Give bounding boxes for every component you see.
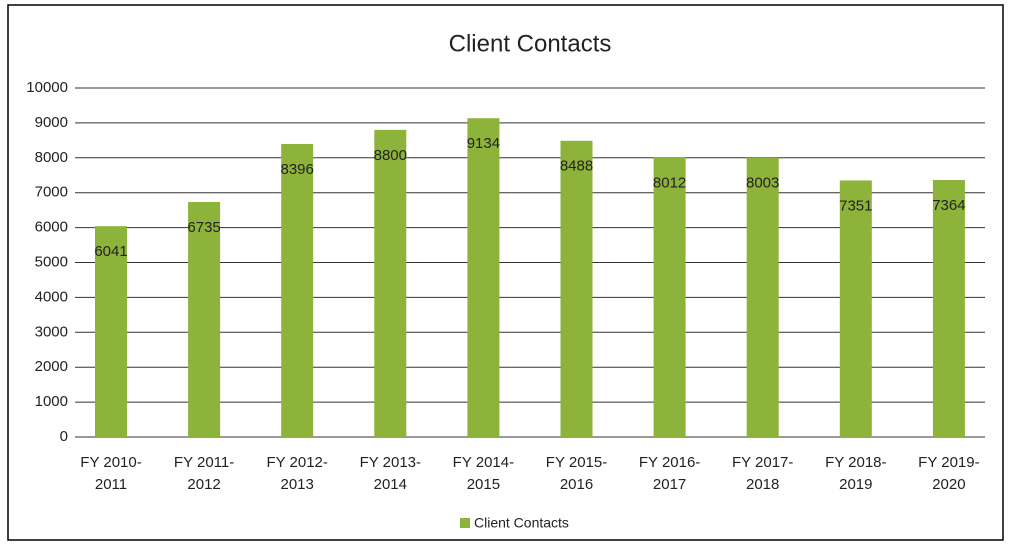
y-tick-label: 4000 xyxy=(35,288,68,305)
data-label: 7364 xyxy=(932,197,965,214)
bar xyxy=(374,129,407,437)
data-label: 8488 xyxy=(560,158,593,175)
chart-border xyxy=(7,4,1004,541)
x-tick-label: FY 2014-2015 xyxy=(452,454,515,493)
bar xyxy=(932,179,965,437)
bar xyxy=(839,180,872,437)
data-label: 6735 xyxy=(187,219,220,236)
x-tick-label: FY 2018-2019 xyxy=(825,454,887,493)
bar xyxy=(467,118,500,438)
bar xyxy=(560,140,593,437)
legend-label: Client Contacts xyxy=(474,515,569,531)
bar xyxy=(95,226,127,437)
data-label: 9134 xyxy=(467,135,500,152)
x-tick-label: FY 2010-2011 xyxy=(80,454,142,493)
y-tick-label: 5000 xyxy=(35,253,68,270)
x-tick-label: FY 2019-2020 xyxy=(918,454,980,493)
data-label: 8396 xyxy=(281,161,314,178)
bar xyxy=(188,201,221,437)
bar xyxy=(281,143,314,437)
x-tick-label: FY 2015-2016 xyxy=(545,454,608,493)
y-tick-label: 6000 xyxy=(35,219,68,236)
y-tick-label: 8000 xyxy=(35,149,68,166)
y-tick-label: 1000 xyxy=(35,393,68,410)
y-tick-label: 2000 xyxy=(35,358,68,375)
x-tick-label: FY 2012-2013 xyxy=(266,454,328,493)
bar xyxy=(746,157,779,437)
bar xyxy=(653,157,686,437)
chart-title: Client Contacts xyxy=(449,30,612,57)
y-tick-label: 7000 xyxy=(35,184,68,201)
y-tick-label: 0 xyxy=(60,428,68,445)
y-tick-label: 3000 xyxy=(35,323,68,340)
data-label: 7351 xyxy=(839,197,872,214)
y-tick-label: 9000 xyxy=(35,114,68,131)
x-tick-label: FY 2017-2018 xyxy=(731,454,794,493)
x-tick-label: FY 2016-2017 xyxy=(638,454,701,493)
data-label: 8003 xyxy=(746,175,779,192)
y-tick-label: 10000 xyxy=(26,79,68,96)
data-label: 8012 xyxy=(653,174,686,191)
x-tick-label: FY 2013-2014 xyxy=(359,454,422,493)
x-tick-label: FY 2011-2012 xyxy=(173,454,235,493)
data-label: 6041 xyxy=(94,243,127,260)
legend-swatch xyxy=(460,518,470,528)
data-label: 8800 xyxy=(374,147,407,164)
